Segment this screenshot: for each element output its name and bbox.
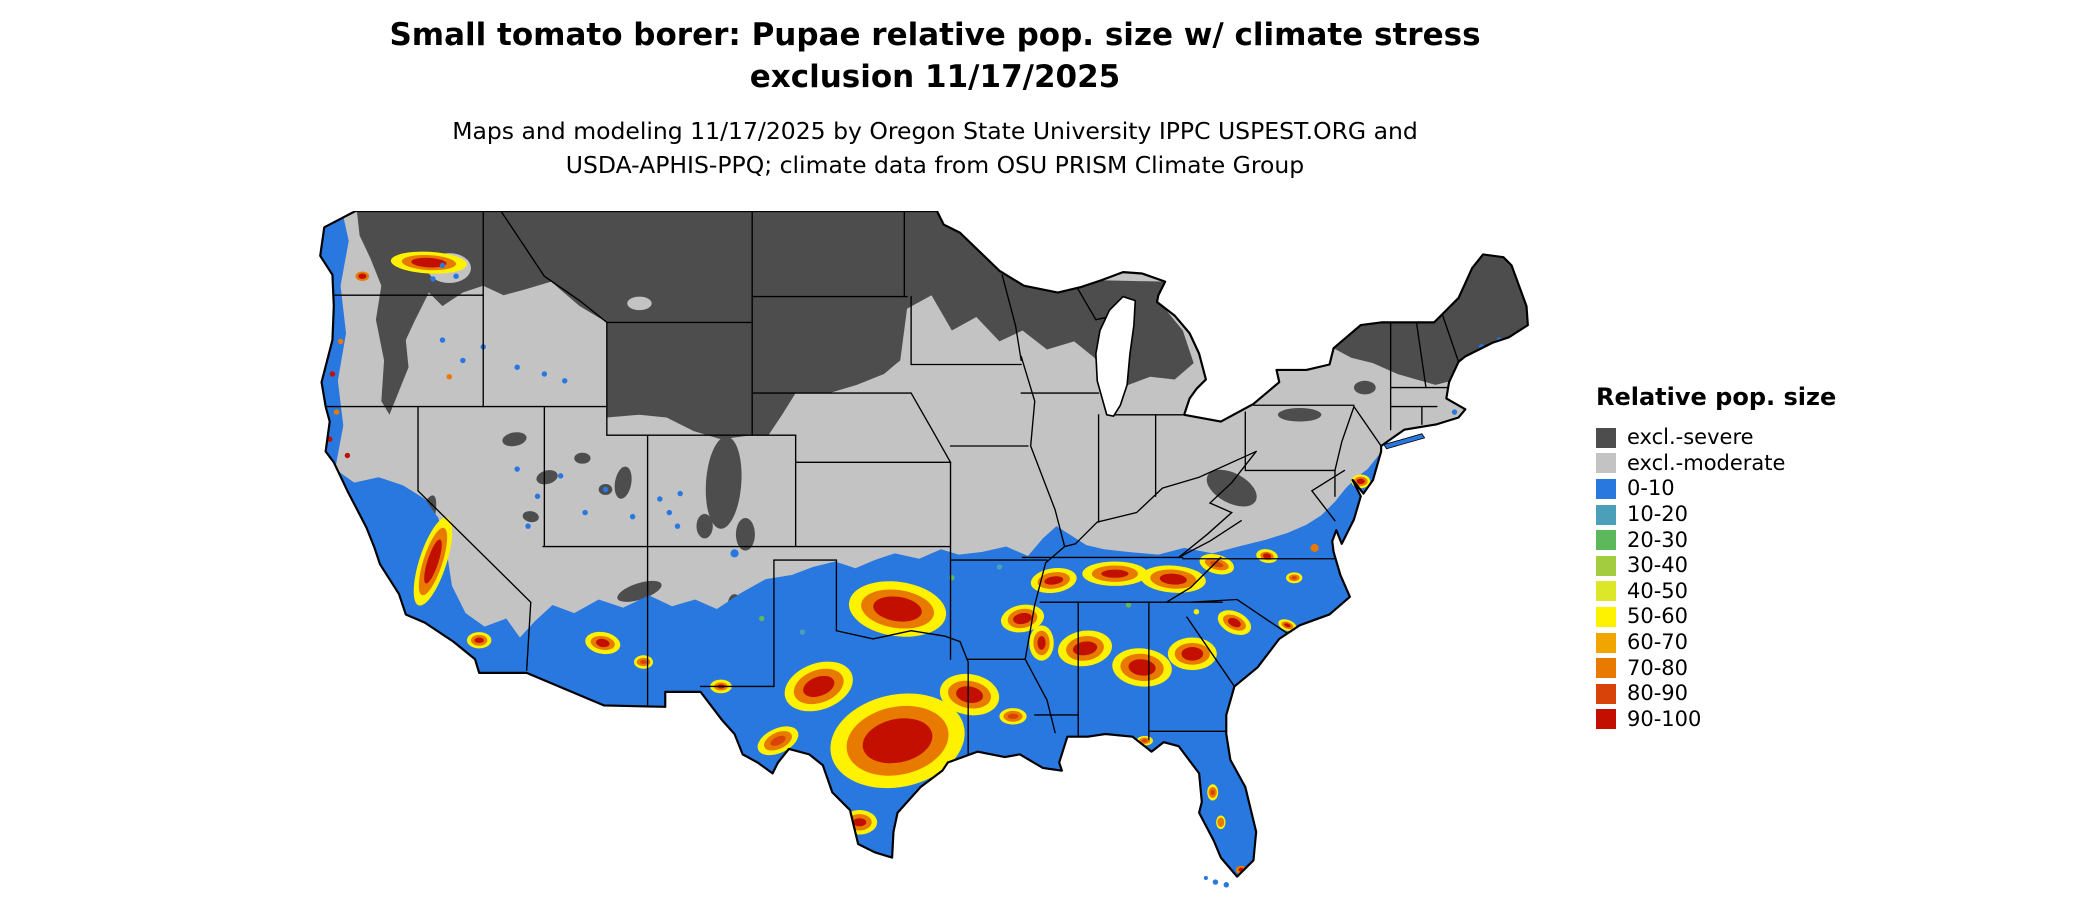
us-map [313,211,1550,897]
map-title-line1: Small tomato borer: Pupae relative pop. … [389,17,1481,53]
legend-item: 60-70 [1596,630,1866,656]
legend-swatch [1596,658,1616,679]
legend-swatch [1596,632,1616,653]
legend-label: 30-40 [1627,553,1689,578]
legend-item: 0-10 [1596,476,1866,502]
map-title-line2: exclusion 11/17/2025 [749,59,1121,95]
region-excl-severe-north [356,211,1194,440]
legend-label: excl.-severe [1627,425,1754,450]
us-map-svg [319,211,1529,888]
map-subtitle-line2: USDA-APHIS-PPQ; climate data from OSU PR… [565,151,1305,179]
map-speckles [327,262,1503,635]
legend-label: 90-100 [1627,706,1702,731]
legend-label: 0-10 [1627,476,1675,501]
legend-label: 70-80 [1627,655,1689,680]
legend-item: 10-20 [1596,502,1866,528]
legend-swatch [1596,453,1616,474]
legend-swatch [1596,683,1616,704]
legend-label: 40-50 [1627,578,1689,603]
legend-label: 50-60 [1627,604,1689,629]
map-fill-layers [320,211,1528,877]
header: Small tomato borer: Pupae relative pop. … [0,14,1870,182]
subtitle: Maps and modeling 11/17/2025 by Oregon S… [0,114,1870,182]
legend-swatch [1596,504,1616,525]
state-borders [324,211,1460,758]
legend-item: 40-50 [1596,579,1866,605]
legend-swatch [1596,555,1616,576]
legend-label: 20-30 [1627,527,1689,552]
legend-swatch [1596,530,1616,551]
legend-item: excl.-severe [1596,425,1866,451]
offshore-features [1203,433,1426,888]
map-subtitle-line1: Maps and modeling 11/17/2025 by Oregon S… [452,117,1418,145]
legend-swatch [1596,427,1616,448]
legend-title: Relative pop. size [1596,383,1837,411]
legend-label: 10-20 [1627,502,1689,527]
lake-michigan [1095,295,1137,418]
legend-item: 20-30 [1596,527,1866,553]
legend-item: 90-100 [1596,707,1866,733]
long-island [1383,433,1426,450]
us-outline [319,211,1529,878]
legend-item: excl.-moderate [1596,451,1866,477]
legend-item: 70-80 [1596,655,1866,681]
legend-label: 80-90 [1627,681,1689,706]
legend-swatch [1596,478,1616,499]
legend-label: 60-70 [1627,630,1689,655]
legend-swatch [1596,581,1616,602]
legend-label: excl.-moderate [1627,450,1786,475]
legend-item: 80-90 [1596,681,1866,707]
region-excl-severe-northeast [1333,254,1528,385]
legend-swatch [1596,709,1616,730]
legend-item: 30-40 [1596,553,1866,579]
legend-list: excl.-severe excl.-moderate 0-10 10-20 2… [1596,425,1866,732]
population-hotspots [355,251,1371,874]
legend: Relative pop. size excl.-severe excl.-mo… [1596,383,1866,732]
legend-swatch [1596,606,1616,627]
legend-item: 50-60 [1596,604,1866,630]
